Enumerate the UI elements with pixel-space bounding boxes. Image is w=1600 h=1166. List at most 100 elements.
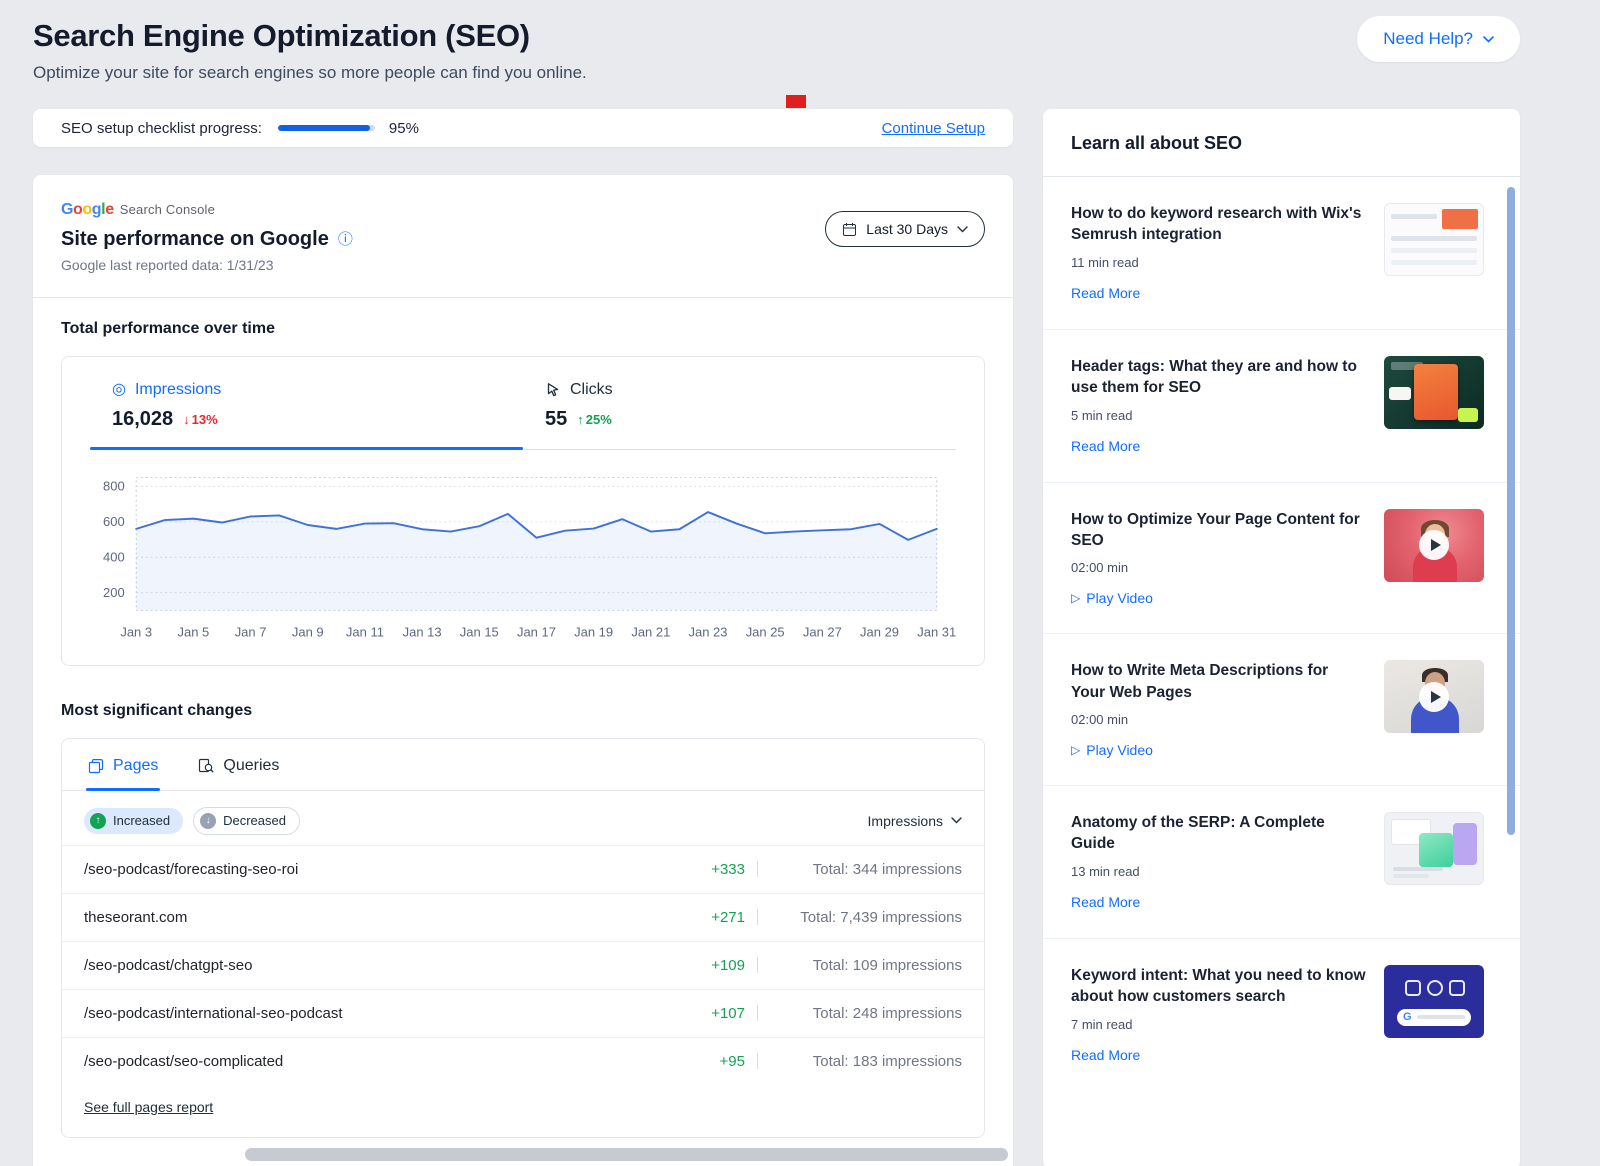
queries-icon bbox=[199, 758, 214, 773]
divider bbox=[757, 861, 758, 878]
page-path: /seo-podcast/forecasting-seo-roi bbox=[84, 860, 299, 878]
decrease-icon: ↓ bbox=[200, 812, 217, 829]
article-title: Keyword intent: What you need to know ab… bbox=[1071, 966, 1366, 1006]
page-path: /seo-podcast/chatgpt-seo bbox=[84, 956, 253, 974]
thumbnail-row bbox=[1393, 867, 1443, 871]
page-path: /seo-podcast/seo-complicated bbox=[84, 1052, 284, 1070]
tab-queries-label: Queries bbox=[223, 756, 280, 774]
svg-text:Jan 29: Jan 29 bbox=[860, 624, 899, 639]
svg-text:800: 800 bbox=[103, 479, 125, 494]
filter-decreased[interactable]: ↓ Decreased bbox=[193, 806, 300, 835]
date-range-button[interactable]: Last 30 Days bbox=[825, 211, 985, 247]
article-meta: 5 min read bbox=[1071, 407, 1133, 423]
article-title: How to Optimize Your Page Content for SE… bbox=[1071, 510, 1360, 549]
checklist-progress-fill bbox=[277, 125, 371, 131]
svg-text:Jan 9: Jan 9 bbox=[292, 624, 324, 639]
article-meta: 13 min read bbox=[1071, 863, 1140, 879]
total-impressions: Total: 344 impressions bbox=[812, 860, 962, 878]
article-title: How to do keyword research with Wix's Se… bbox=[1071, 205, 1362, 244]
article-meta: 11 min read bbox=[1071, 254, 1139, 270]
table-row: theseorant.com +271 Total: 7,439 impress… bbox=[62, 892, 984, 941]
svg-text:Jan 3: Jan 3 bbox=[120, 624, 152, 639]
read-more-link[interactable]: Read More bbox=[1071, 1046, 1141, 1063]
tab-pages-label: Pages bbox=[113, 756, 159, 774]
google-search-console-logo: Google Search Console bbox=[61, 201, 985, 219]
google-g-icon: G bbox=[1403, 1010, 1412, 1023]
sort-by-dropdown[interactable]: Impressions bbox=[868, 813, 962, 829]
article-text: How to Write Meta Descriptions for Your … bbox=[1071, 660, 1366, 759]
inactive-tab-indicator bbox=[523, 449, 956, 450]
impressions-icon: ◎ bbox=[112, 381, 126, 398]
full-pages-report-link[interactable]: See full pages report bbox=[84, 1098, 214, 1115]
checklist-label: SEO setup checklist progress: bbox=[61, 119, 262, 137]
svg-text:Jan 27: Jan 27 bbox=[803, 624, 842, 639]
info-icon[interactable]: ⓘ bbox=[337, 231, 353, 248]
video-thumbnail[interactable] bbox=[1384, 508, 1484, 582]
read-more-link[interactable]: Read More bbox=[1071, 893, 1141, 910]
change-value: +109 bbox=[711, 956, 745, 974]
site-performance-card: Google Search Console Site performance o… bbox=[33, 175, 1013, 1166]
search-console-label: Search Console bbox=[119, 202, 216, 217]
clicks-metric-tab[interactable]: Clicks 55 ↑ 25% bbox=[523, 381, 956, 431]
impressions-chart: 200 400 600 800 Jan 3 Jan 5 Jan 7 Jan 9 Jan 11 Ja… bbox=[90, 466, 956, 651]
impressions-metric-tab[interactable]: ◎ Impressions 16,028 ↓ 13% bbox=[90, 381, 523, 431]
impressions-label: Impressions bbox=[134, 381, 222, 398]
svg-text:600: 600 bbox=[103, 514, 125, 529]
console-title: Site performance on Google bbox=[61, 228, 329, 250]
article-title: How to Write Meta Descriptions for Your … bbox=[1071, 662, 1329, 701]
article-thumbnail[interactable]: G bbox=[1384, 964, 1484, 1038]
sort-by-label: Impressions bbox=[867, 812, 943, 829]
continue-setup-link[interactable]: Continue Setup bbox=[881, 119, 985, 137]
horizontal-scrollbar-thumb[interactable] bbox=[245, 1148, 1008, 1161]
divider bbox=[33, 297, 1013, 298]
article-card: Keyword intent: What you need to know ab… bbox=[1043, 939, 1520, 1091]
tab-queries[interactable]: Queries bbox=[196, 739, 281, 790]
table-row: /seo-podcast/forecasting-seo-roi +333 To… bbox=[62, 844, 984, 893]
clicks-value: 55 bbox=[545, 408, 568, 430]
svg-text:Jan 21: Jan 21 bbox=[631, 624, 670, 639]
page-subtitle: Optimize your site for search engines so… bbox=[33, 63, 587, 82]
content-row: SEO setup checklist progress: 95% Contin… bbox=[33, 109, 1600, 1166]
thumbnail-tag bbox=[1391, 361, 1423, 370]
thumbnail-row bbox=[1391, 236, 1477, 241]
article-thumbnail[interactable] bbox=[1384, 812, 1484, 885]
metric-tabs-underline bbox=[90, 447, 956, 450]
filter-increased-label: Increased bbox=[113, 813, 171, 829]
play-video-link[interactable]: ▷ Play Video bbox=[1071, 590, 1153, 607]
read-more-link[interactable]: Read More bbox=[1071, 437, 1141, 454]
article-meta: 7 min read bbox=[1071, 1016, 1133, 1032]
total-impressions: Total: 183 impressions bbox=[812, 1052, 962, 1070]
sidebar-scrollbar[interactable] bbox=[1507, 187, 1515, 835]
thumbnail-icon bbox=[1449, 979, 1465, 996]
clicks-value-row: 55 ↑ 25% bbox=[545, 408, 956, 431]
tab-pages[interactable]: Pages bbox=[86, 739, 161, 791]
article-card: How to do keyword research with Wix's Se… bbox=[1043, 177, 1520, 330]
cursor-click-icon bbox=[547, 383, 559, 397]
read-more-link[interactable]: Read More bbox=[1071, 284, 1141, 301]
change-value: +333 bbox=[711, 860, 745, 878]
article-card: How to Optimize Your Page Content for SE… bbox=[1043, 483, 1520, 635]
thumbnail-search-bar: G bbox=[1397, 1008, 1471, 1026]
chevron-down-icon bbox=[1483, 35, 1494, 43]
need-help-button[interactable]: Need Help? bbox=[1357, 16, 1520, 62]
thumbnail-row bbox=[1391, 248, 1477, 253]
change-value: +271 bbox=[711, 908, 745, 926]
article-thumbnail[interactable] bbox=[1384, 355, 1484, 429]
setup-checklist-card: SEO setup checklist progress: 95% Contin… bbox=[33, 109, 1013, 147]
total-impressions: Total: 248 impressions bbox=[812, 1004, 962, 1022]
svg-text:400: 400 bbox=[103, 550, 125, 565]
play-video-link[interactable]: ▷ Play Video bbox=[1071, 742, 1153, 758]
article-thumbnail[interactable] bbox=[1384, 203, 1484, 276]
svg-text:Jan 13: Jan 13 bbox=[403, 624, 442, 639]
impressions-change: ↓ 13% bbox=[183, 412, 218, 427]
thumbnail-row bbox=[1391, 214, 1437, 219]
clicks-label: Clicks bbox=[570, 381, 613, 398]
filter-increased[interactable]: ↑ Increased bbox=[84, 807, 184, 834]
video-thumbnail[interactable] bbox=[1384, 660, 1484, 734]
svg-text:Jan 5: Jan 5 bbox=[178, 624, 210, 639]
line-chart: 200 400 600 800 Jan 3 Jan 5 Jan 7 Jan 9 Jan 11 Ja… bbox=[103, 477, 956, 639]
pages-icon bbox=[88, 758, 104, 773]
impressions-label-row: ◎ Impressions bbox=[112, 381, 523, 399]
thumbnail-purple-block bbox=[1453, 823, 1477, 865]
